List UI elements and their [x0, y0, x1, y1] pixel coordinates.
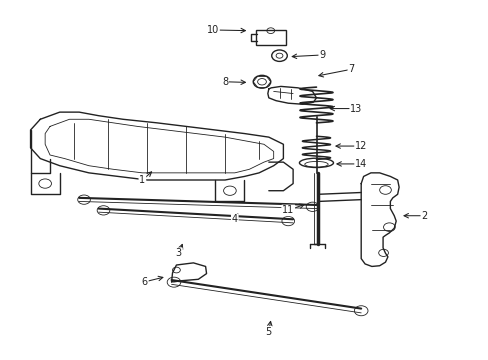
Text: 4: 4	[231, 214, 237, 224]
Text: 7: 7	[347, 64, 354, 74]
Text: 6: 6	[142, 277, 147, 287]
Text: 3: 3	[176, 248, 182, 258]
Text: 13: 13	[349, 104, 362, 113]
Text: 14: 14	[354, 159, 366, 169]
Text: 2: 2	[421, 211, 427, 221]
Text: 10: 10	[206, 25, 219, 35]
Text: 1: 1	[139, 175, 145, 185]
Text: 9: 9	[319, 50, 325, 60]
Text: 5: 5	[265, 327, 271, 337]
Text: 11: 11	[282, 205, 294, 215]
Text: 12: 12	[354, 141, 366, 151]
Text: 8: 8	[222, 77, 227, 87]
